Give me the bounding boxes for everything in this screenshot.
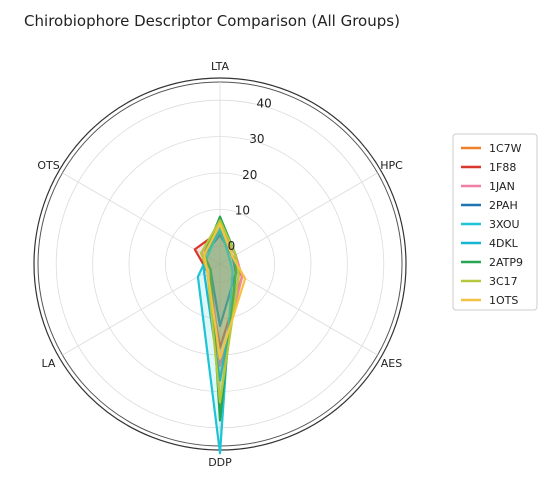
- legend-box: [452, 133, 538, 311]
- grid-spoke: [219, 172, 378, 265]
- axis-label-aes: AES: [381, 357, 402, 370]
- tick-label: 0: [228, 239, 236, 253]
- tick-label: 20: [242, 168, 257, 182]
- grid-spoke: [219, 263, 378, 356]
- axis-label-lta: LTA: [211, 60, 229, 73]
- legend-label: 2ATP9: [489, 256, 523, 269]
- legend-label: 3C17: [489, 275, 518, 288]
- axis-label-ddp: DDP: [208, 456, 232, 469]
- legend-label: 1JAN: [489, 180, 515, 193]
- chart-title: Chirobiophore Descriptor Comparison (All…: [24, 12, 400, 30]
- axis-label-ots: OTS: [37, 159, 59, 172]
- legend-label: 1C7W: [489, 142, 522, 155]
- legend-label: 3XOU: [489, 218, 520, 231]
- grid-spoke: [62, 172, 221, 265]
- axis-labels: LTA HPC AES DDP LA OTS: [37, 60, 403, 469]
- legend-label: 2PAH: [489, 199, 518, 212]
- grid-spoke: [62, 263, 221, 356]
- legend-label: 1F88: [489, 161, 516, 174]
- legend: 1C7W 1F88 1JAN 2PAH 3XOU 4DKL 2ATP9 3C17 1OTS: [452, 133, 538, 311]
- tick-label: 10: [235, 204, 250, 218]
- legend-label: 4DKL: [489, 237, 519, 250]
- series-1ots: [203, 222, 247, 360]
- legend-label: 1OTS: [489, 294, 518, 307]
- tick-label: 40: [257, 97, 272, 111]
- tick-label: 30: [249, 132, 264, 146]
- axis-label-la: LA: [42, 357, 56, 370]
- radial-ticks: 0 10 20 30 40: [228, 97, 272, 254]
- axis-label-hpc: HPC: [380, 159, 403, 172]
- radar-series: [193, 215, 247, 455]
- series-3c17: [200, 219, 240, 404]
